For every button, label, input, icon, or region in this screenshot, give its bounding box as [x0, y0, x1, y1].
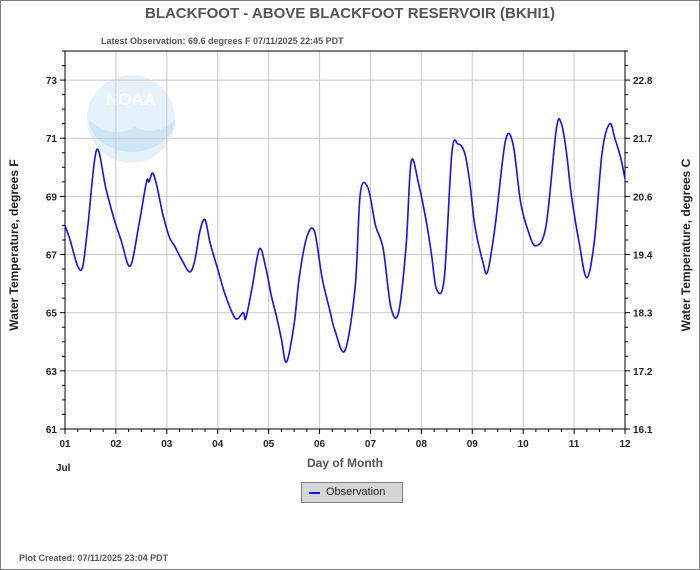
x-axis-label: Day of Month	[307, 456, 383, 470]
y-tick-label-c: 22.8	[633, 76, 653, 87]
y-tick-label-f: 73	[46, 76, 58, 87]
series-line-observation	[64, 117, 626, 363]
y-axis-label-f: Water Temperature, degrees F	[7, 159, 21, 331]
y-tick-label-f: 65	[46, 309, 58, 320]
y-tick-label-c: 16.1	[633, 425, 653, 436]
y-tick-label-c: 21.7	[633, 134, 653, 145]
x-month-label: Jul	[56, 463, 71, 474]
axis-ticks	[60, 50, 630, 434]
noaa-logo-text: NOAA	[106, 90, 156, 109]
plot-created-text: Plot Created: 07/11/2025 23:04 PDT	[19, 553, 169, 563]
x-tick-label: 09	[467, 439, 479, 450]
x-tick-label: 08	[416, 439, 428, 450]
x-tick-label: 03	[161, 439, 173, 450]
y-tick-label-f: 63	[46, 367, 58, 378]
x-tick-label: 11	[569, 439, 580, 450]
x-tick-label: 06	[314, 439, 326, 450]
chart-title: BLACKFOOT - ABOVE BLACKFOOT RESERVOIR (B…	[144, 5, 555, 22]
y-tick-label-c: 20.6	[633, 192, 653, 203]
tick-labels: 01 02 03 04 05 06 07 08 09 10 11 12 61 16.1 63 17.2 65 18…	[46, 76, 653, 450]
series-observation	[64, 117, 626, 363]
legend-label-observation: Observation	[326, 486, 386, 498]
legend: Observation	[301, 482, 403, 503]
y-tick-label-f: 69	[46, 192, 58, 203]
latest-observation-text: Latest Observation: 69.6 degrees F 07/11…	[101, 36, 344, 46]
y-tick-label-f: 71	[46, 134, 58, 145]
noaa-logo: NOAA	[87, 75, 175, 163]
x-tick-label: 10	[518, 439, 530, 450]
y-axis-label-c: Water Temperature, degrees C	[679, 158, 693, 332]
y-tick-label-c: 18.3	[633, 309, 653, 320]
legend-swatch-observation	[309, 492, 320, 494]
x-tick-label: 12	[619, 439, 631, 450]
x-tick-label: 02	[110, 439, 122, 450]
x-tick-label: 05	[263, 439, 275, 450]
y-tick-label-f: 61	[46, 425, 58, 436]
x-tick-label: 07	[365, 439, 377, 450]
y-tick-label-c: 17.2	[633, 367, 653, 378]
y-tick-label-c: 19.4	[633, 251, 653, 262]
x-tick-label: 01	[59, 439, 71, 450]
x-tick-label: 04	[212, 439, 224, 450]
y-tick-label-f: 67	[46, 251, 58, 262]
